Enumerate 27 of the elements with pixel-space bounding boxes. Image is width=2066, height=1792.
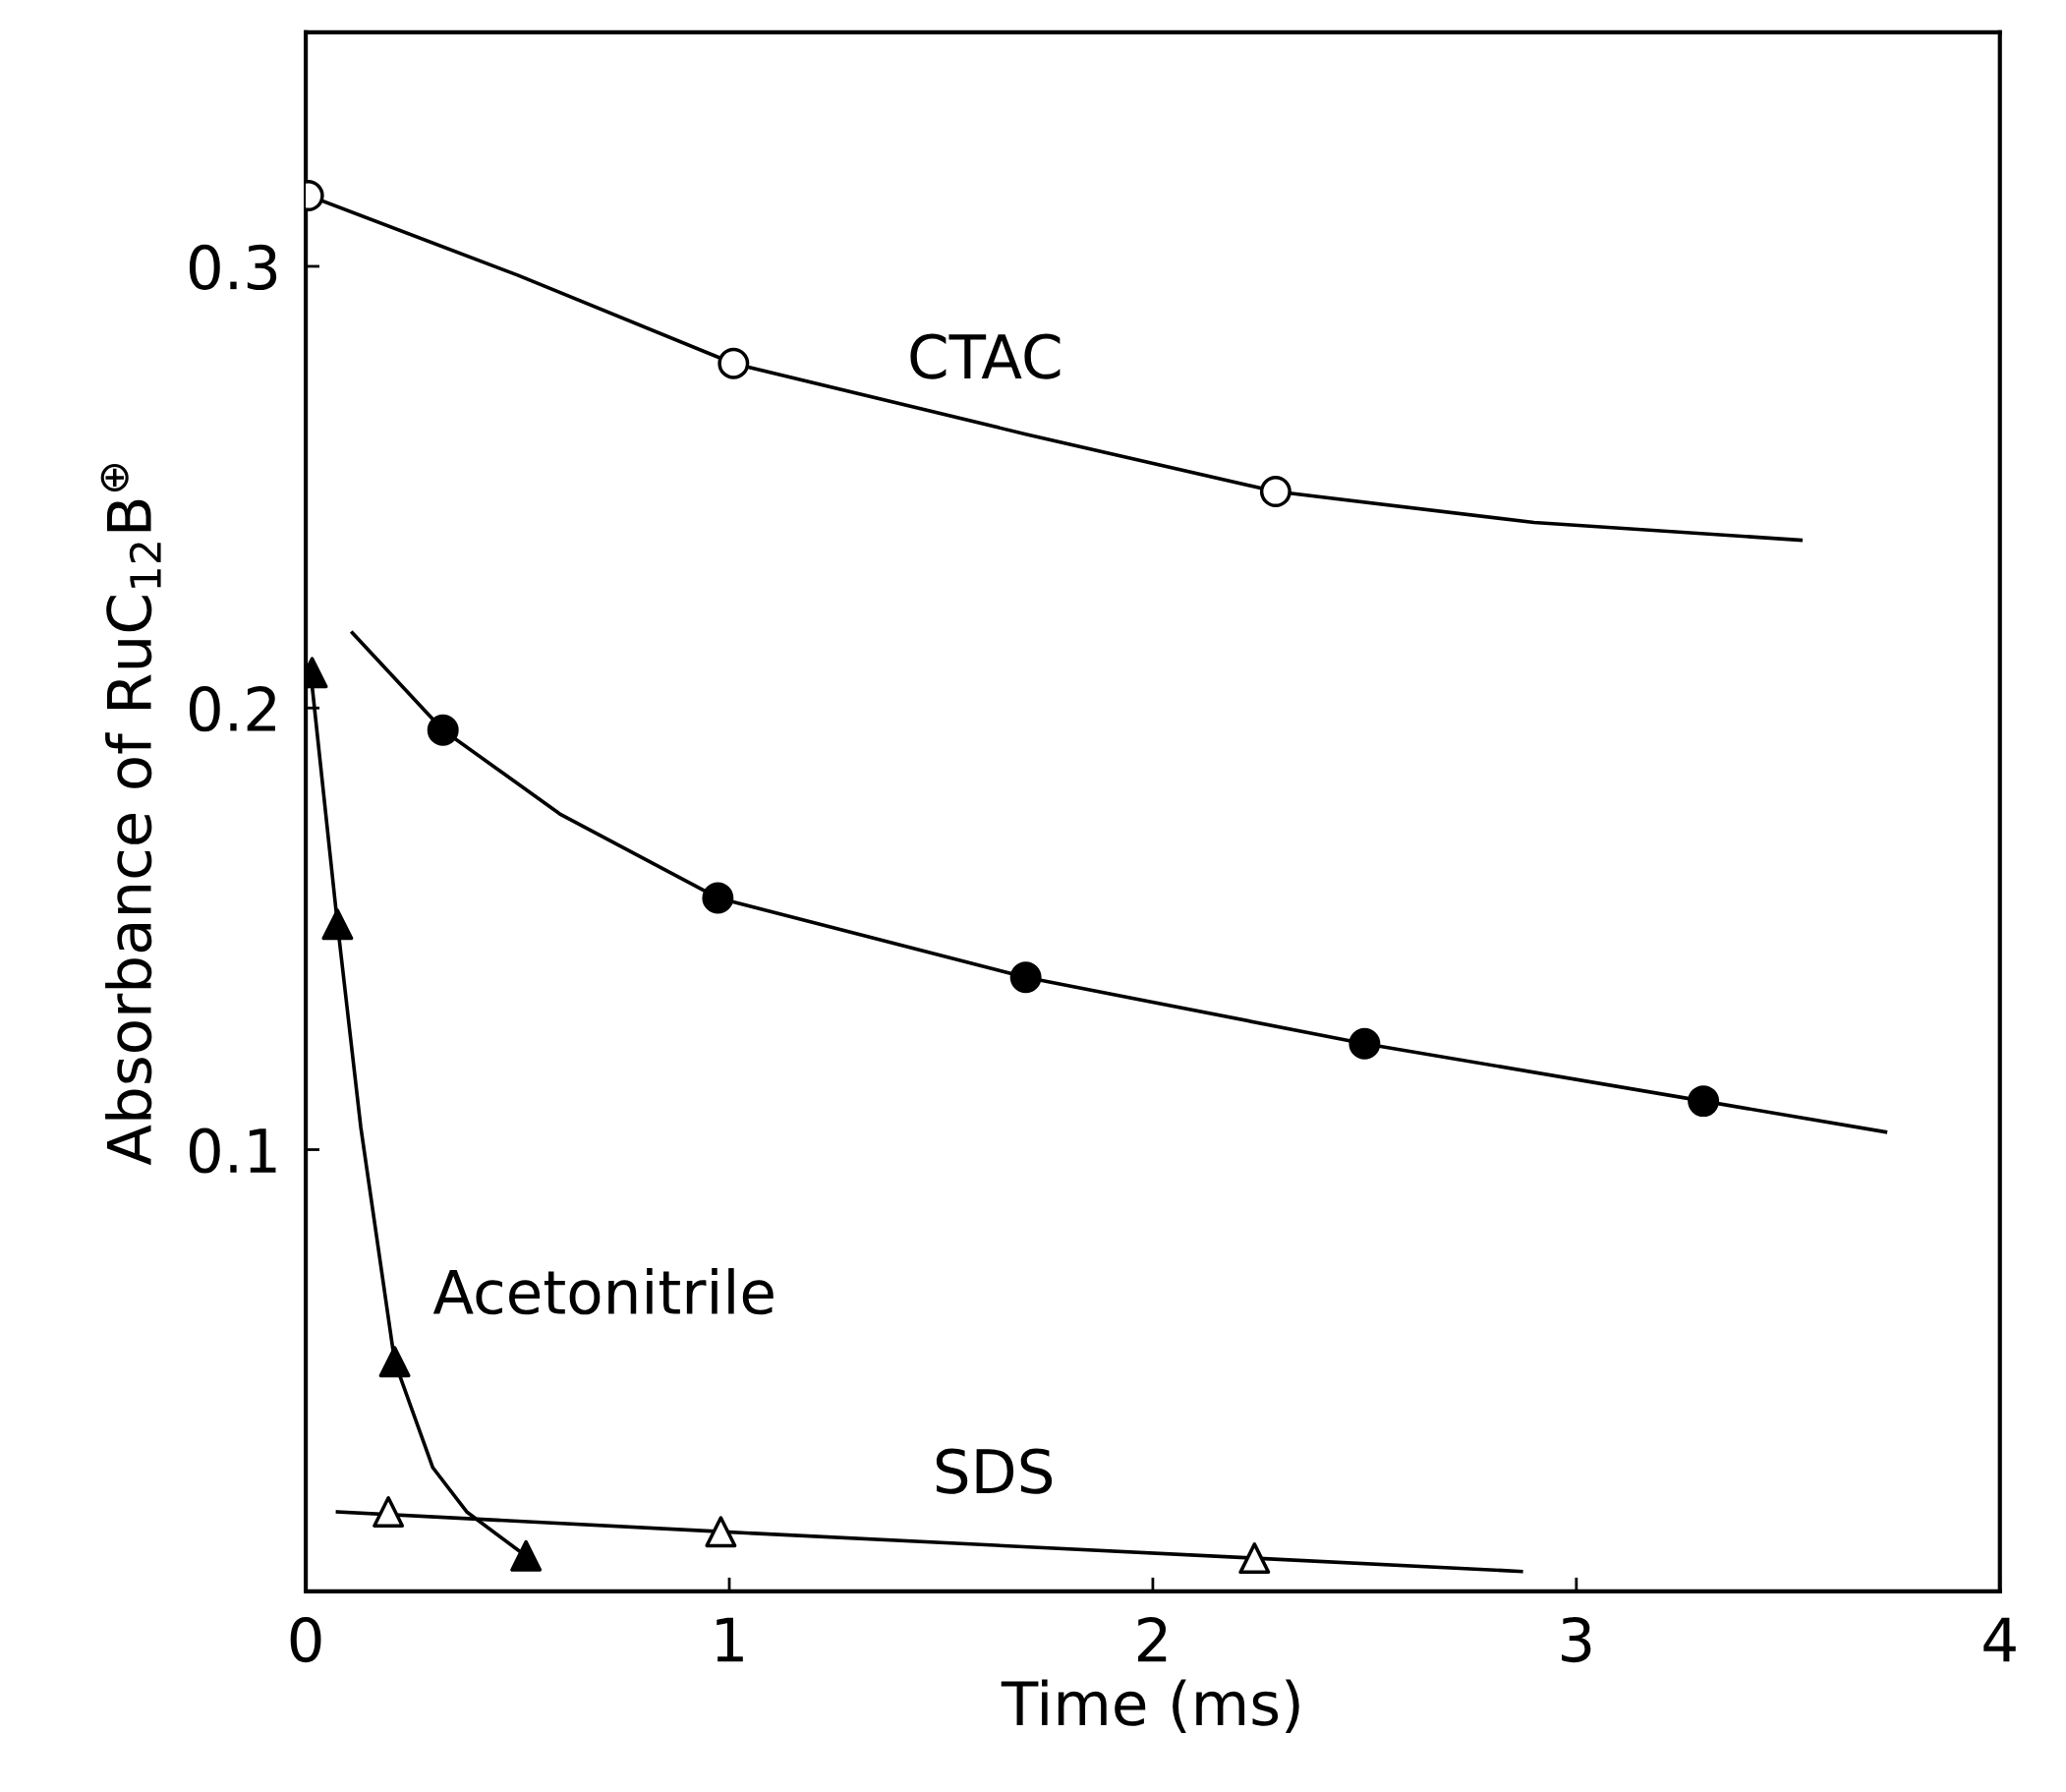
point: [373, 1495, 405, 1528]
y-tick-label: 0.3: [189, 244, 277, 291]
point: [702, 882, 734, 914]
y-axis-title: Absorbance of RuC$_{12}$B$^{⊕}$: [100, 463, 161, 1166]
point: [1688, 1085, 1720, 1118]
annotation: Acetonitrile: [432, 1268, 774, 1315]
x-tick-label: 0: [290, 1616, 321, 1663]
x-axis-title: Time (ms): [1001, 1679, 1299, 1734]
y-tick-label: 0.2: [189, 686, 275, 732]
point: [427, 714, 459, 746]
y-tick-label: 0.1: [189, 1127, 276, 1174]
point: [378, 1346, 411, 1378]
annotation: SDS: [936, 1448, 1053, 1494]
point: [510, 1539, 543, 1572]
x-tick-label: 4: [1983, 1617, 2016, 1662]
point: [1009, 961, 1042, 994]
point: [705, 1516, 737, 1548]
annotation: CTAC: [910, 333, 1061, 379]
line-series: [350, 631, 1888, 1134]
point: [717, 347, 750, 379]
x-tick-label: 2: [1137, 1616, 1167, 1662]
point: [1238, 1542, 1271, 1575]
point: [1259, 476, 1291, 508]
point: [1349, 1027, 1381, 1060]
point: [321, 908, 354, 941]
x-tick-label: 3: [1562, 1616, 1591, 1663]
x-tick-label: 1: [717, 1617, 743, 1662]
